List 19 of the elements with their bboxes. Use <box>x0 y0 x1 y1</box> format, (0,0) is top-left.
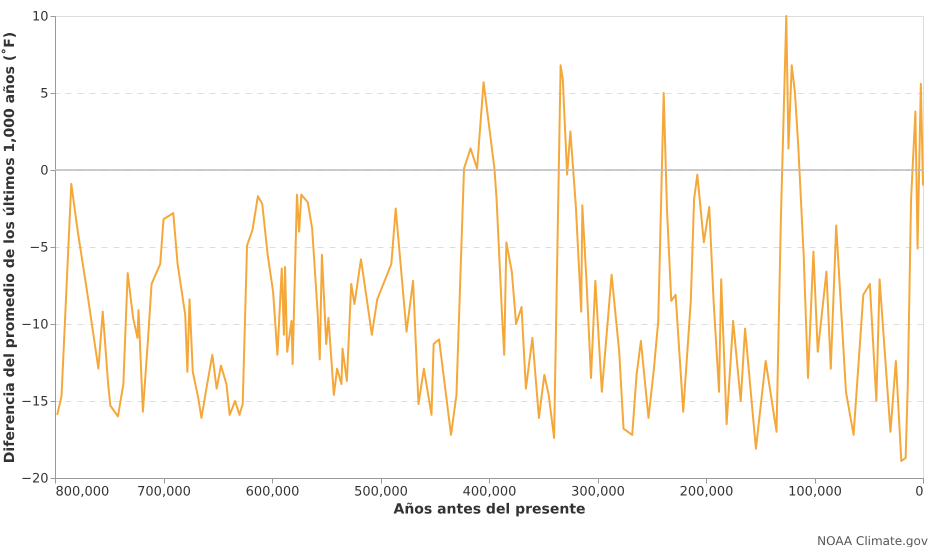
y-tick-label: −20 <box>21 472 48 486</box>
line-series <box>56 15 924 462</box>
x-tick-label: 0 <box>915 484 924 500</box>
x-tick-label: 600,000 <box>246 484 300 500</box>
x-tick-label: 300,000 <box>571 484 625 500</box>
x-tick-label: 100,000 <box>788 484 842 500</box>
x-tick-label: 700,000 <box>137 484 191 500</box>
y-tick-label: 5 <box>40 86 48 102</box>
x-tick-label: 400,000 <box>462 484 516 500</box>
y-tick-label: 10 <box>32 10 48 24</box>
y-tick-label: 0 <box>40 164 48 178</box>
x-tick-label: 200,000 <box>680 484 734 500</box>
x-tick-label: 800,000 <box>56 484 110 500</box>
y-axis-title: Diferencia del promedio de los últimos 1,000 años (˚F) <box>1 32 18 464</box>
x-axis-title: Años antes del presente <box>393 502 586 518</box>
y-tick-label: −15 <box>21 394 48 410</box>
y-tick-label: −5 <box>29 240 48 256</box>
x-tick-label: 500,000 <box>354 484 408 500</box>
y-tick-label: −10 <box>21 318 48 332</box>
